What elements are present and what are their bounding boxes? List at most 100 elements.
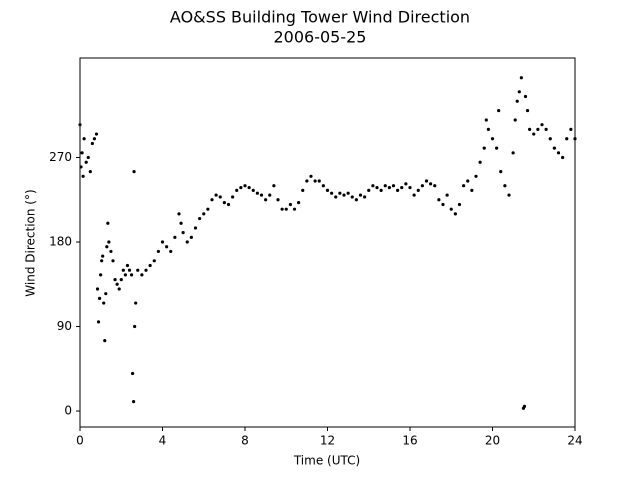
data-point bbox=[297, 200, 301, 205]
data-point bbox=[544, 127, 548, 131]
data-point bbox=[181, 231, 185, 235]
data-point bbox=[445, 193, 449, 197]
data-point bbox=[309, 174, 313, 178]
data-point bbox=[358, 193, 363, 197]
data-point bbox=[284, 207, 288, 211]
data-point bbox=[96, 320, 101, 324]
data-point bbox=[330, 191, 334, 195]
data-point bbox=[105, 245, 109, 249]
data-point bbox=[129, 273, 134, 277]
data-point bbox=[565, 137, 569, 141]
data-point bbox=[470, 188, 474, 192]
data-point bbox=[396, 188, 400, 192]
data-point bbox=[379, 188, 383, 192]
data-point bbox=[342, 193, 346, 197]
data-point bbox=[189, 235, 193, 239]
data-point bbox=[334, 195, 338, 199]
x-tick-label: 20 bbox=[485, 434, 500, 448]
data-point bbox=[193, 226, 198, 230]
data-point bbox=[160, 240, 165, 244]
data-point bbox=[404, 182, 408, 186]
data-point bbox=[387, 185, 391, 190]
data-point bbox=[239, 185, 243, 190]
data-point bbox=[338, 191, 342, 195]
data-point bbox=[104, 292, 108, 296]
data-point bbox=[272, 184, 276, 188]
chart-title: AO&SS Building Tower Wind Direction bbox=[170, 8, 470, 27]
data-point bbox=[325, 188, 330, 192]
data-point bbox=[102, 301, 106, 305]
data-point bbox=[408, 185, 412, 190]
y-tick-label: 0 bbox=[64, 404, 72, 418]
data-point bbox=[495, 146, 499, 150]
data-point bbox=[429, 182, 433, 186]
data-point bbox=[226, 202, 231, 207]
data-point bbox=[206, 207, 210, 211]
data-point bbox=[251, 188, 255, 192]
data-point bbox=[79, 165, 83, 169]
data-point bbox=[441, 202, 445, 207]
data-point bbox=[416, 188, 420, 192]
data-point bbox=[88, 170, 92, 174]
data-point bbox=[222, 200, 226, 205]
data-point bbox=[132, 400, 136, 404]
data-point bbox=[255, 191, 259, 195]
data-point bbox=[121, 268, 125, 272]
data-point bbox=[113, 277, 117, 282]
data-point bbox=[540, 123, 544, 127]
data-point bbox=[90, 141, 94, 146]
data-point bbox=[371, 184, 375, 188]
data-point bbox=[536, 127, 540, 131]
data-point bbox=[97, 296, 102, 300]
data-point bbox=[552, 146, 556, 150]
data-point bbox=[111, 259, 115, 263]
y-tick-label: 90 bbox=[57, 319, 72, 333]
y-axis-label: Wind Direction (°) bbox=[24, 189, 38, 296]
data-point bbox=[453, 212, 457, 216]
data-point bbox=[84, 160, 88, 164]
data-point bbox=[317, 179, 321, 183]
data-point bbox=[101, 254, 105, 258]
data-point bbox=[497, 108, 501, 113]
data-point bbox=[247, 185, 251, 190]
data-point bbox=[103, 339, 107, 343]
data-point bbox=[474, 174, 478, 178]
data-point bbox=[99, 273, 103, 277]
data-point bbox=[462, 184, 466, 188]
data-point bbox=[156, 249, 160, 254]
data-point bbox=[259, 193, 264, 197]
data-point bbox=[231, 195, 235, 199]
data-point bbox=[367, 188, 371, 192]
data-point bbox=[140, 273, 144, 277]
data-point bbox=[173, 235, 177, 239]
data-point bbox=[202, 212, 206, 216]
data-point bbox=[528, 127, 532, 131]
data-point bbox=[499, 170, 503, 174]
data-point bbox=[482, 146, 486, 150]
data-point bbox=[354, 198, 358, 202]
x-tick-label: 8 bbox=[241, 434, 249, 448]
data-point bbox=[412, 193, 416, 197]
data-point bbox=[522, 404, 527, 408]
data-point bbox=[383, 184, 387, 188]
x-tick-label: 16 bbox=[402, 434, 417, 448]
data-point bbox=[457, 202, 462, 207]
data-point bbox=[214, 193, 218, 197]
data-point bbox=[513, 118, 517, 122]
data-point bbox=[243, 184, 247, 188]
data-point bbox=[148, 263, 152, 268]
data-point bbox=[503, 184, 507, 188]
chart-subtitle: 2006-05-25 bbox=[274, 28, 367, 47]
data-point bbox=[82, 137, 86, 141]
data-point bbox=[179, 221, 183, 225]
data-point bbox=[532, 132, 536, 136]
data-point bbox=[292, 207, 297, 211]
data-point bbox=[130, 371, 135, 376]
plot-frame bbox=[79, 57, 576, 428]
x-tick-label: 4 bbox=[159, 434, 167, 448]
data-point bbox=[391, 184, 396, 188]
data-point bbox=[169, 249, 173, 254]
x-tick-label: 24 bbox=[567, 434, 582, 448]
data-point bbox=[80, 151, 84, 155]
data-point bbox=[81, 174, 85, 178]
